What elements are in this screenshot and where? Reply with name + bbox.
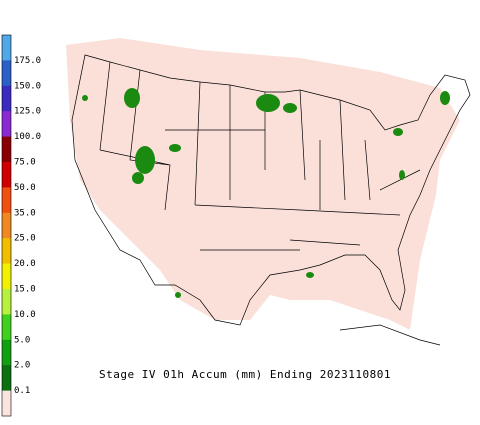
legend-swatch bbox=[2, 187, 11, 214]
legend-swatch bbox=[2, 35, 11, 61]
legend-swatch bbox=[2, 60, 11, 87]
legend-label: 0.1 bbox=[14, 386, 30, 396]
legend-label: 50.0 bbox=[14, 183, 36, 193]
legend-swatch bbox=[2, 339, 11, 366]
precip-coverage bbox=[66, 38, 460, 330]
legend-swatch bbox=[2, 365, 11, 392]
analysis-domain bbox=[66, 38, 460, 330]
legend-swatch bbox=[2, 111, 11, 138]
legend-label: 10.0 bbox=[14, 310, 36, 320]
legend-swatch bbox=[2, 314, 11, 341]
legend-label: 100.0 bbox=[14, 132, 41, 142]
cuba bbox=[339, 324, 441, 346]
legend-label: 20.0 bbox=[14, 259, 36, 269]
legend-swatch bbox=[2, 136, 11, 163]
legend-label: 150.0 bbox=[14, 81, 41, 91]
legend-swatch bbox=[2, 162, 11, 188]
legend-label: 125.0 bbox=[14, 107, 41, 117]
map-title: Stage IV 01h Accum (mm) Ending 202311080… bbox=[99, 368, 391, 381]
legend-label: 15.0 bbox=[14, 285, 36, 295]
legend-swatch bbox=[2, 238, 11, 265]
legend-label: 5.0 bbox=[14, 335, 30, 345]
legend-swatch bbox=[2, 85, 11, 112]
us-outline bbox=[71, 54, 471, 326]
legend-swatch bbox=[2, 263, 11, 290]
legend-label: 175.0 bbox=[14, 56, 41, 66]
legend-swatch bbox=[2, 212, 11, 239]
legend: 175.0 150.0 125.0 100.0 75.0 50.0 35.0 25.0 20.0… bbox=[1, 34, 41, 417]
legend-label: 35.0 bbox=[14, 208, 36, 218]
legend-label: 2.0 bbox=[14, 361, 30, 371]
legend-frame bbox=[1, 34, 12, 417]
precip-areas bbox=[82, 88, 450, 298]
legend-swatch bbox=[2, 390, 11, 417]
legend-label: 75.0 bbox=[14, 158, 36, 168]
legend-label: 25.0 bbox=[14, 234, 36, 244]
legend-swatch bbox=[2, 289, 11, 315]
